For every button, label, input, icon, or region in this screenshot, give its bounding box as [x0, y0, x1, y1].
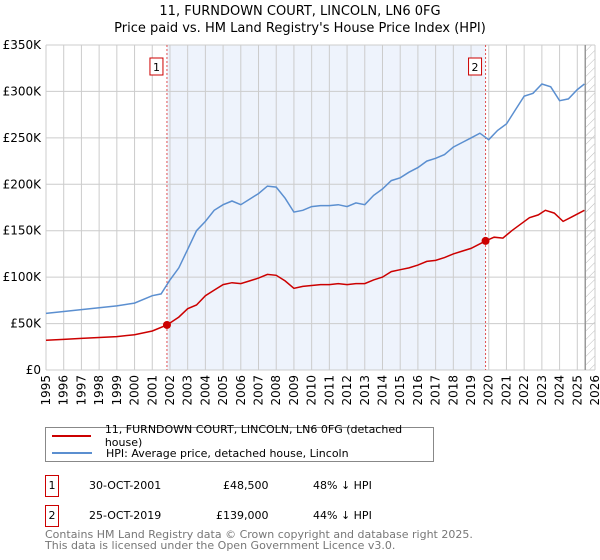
y-tick-label: £250K: [3, 131, 43, 145]
transaction-diff: 48% ↓ HPI: [313, 479, 372, 492]
marker-label: 2: [472, 61, 479, 74]
footer-line: Contains HM Land Registry data © Crown c…: [45, 528, 473, 541]
price-chart: 1995 1996 1997 1998 1999 2000 2001 2002 2003 2004…: [3, 38, 600, 406]
red-line-swatch: [52, 435, 91, 437]
transaction-date: 25-OCT-2019: [89, 509, 162, 522]
x-tick-label: 2010: [305, 375, 319, 406]
x-tick-label: 2006: [234, 375, 248, 406]
y-tick-label: £350K: [3, 38, 43, 52]
y-tick-label: £0: [26, 363, 41, 377]
x-tick-label: 2000: [128, 375, 142, 406]
x-tick-label: 2024: [553, 375, 567, 406]
shaded-ownership-period: [166, 45, 486, 370]
x-tick-label: 2021: [499, 375, 513, 406]
x-tick-label: 1999: [110, 375, 124, 406]
marker-badge: 1: [45, 475, 59, 497]
x-tick-label: 2001: [145, 375, 159, 406]
y-tick-label: £300K: [3, 84, 43, 98]
legend: 11, FURNDOWN COURT, LINCOLN, LN6 0FG (de…: [45, 423, 434, 462]
x-tick-label: 2025: [570, 375, 584, 406]
x-tick-label: 2023: [535, 375, 549, 406]
blue-line-swatch: [52, 452, 92, 454]
x-tick-label: 2003: [181, 375, 195, 406]
y-tick-label: £150K: [3, 224, 43, 238]
legend-label: 11, FURNDOWN COURT, LINCOLN, LN6 0FG (de…: [104, 423, 403, 449]
transaction-row: 1 30-OCT-2001 £48,500 48% ↓ HPI: [45, 475, 445, 497]
marker-label-box: [149, 57, 164, 76]
marker-badge: 2: [45, 505, 59, 527]
x-tick-label: 2004: [198, 375, 212, 406]
marker-label: 1: [153, 61, 160, 74]
x-tick-label: 1996: [57, 375, 71, 406]
y-tick-label: £50K: [10, 317, 42, 331]
x-tick-label: 1995: [39, 375, 53, 406]
hpi-line: [45, 83, 585, 315]
transaction-date: 30-OCT-2001: [89, 479, 162, 492]
sale-point: [481, 236, 490, 245]
property-price-line: [45, 209, 585, 342]
footer: Contains HM Land Registry data © Crown c…: [45, 529, 473, 551]
legend-item-property: 11, FURNDOWN COURT, LINCOLN, LN6 0FG (de…: [52, 423, 433, 449]
x-tick-label: 2020: [482, 375, 496, 406]
x-tick-label: 1997: [74, 375, 88, 406]
legend-item-hpi: HPI: Average price, detached house, Linc…: [52, 445, 349, 461]
x-tick-label: 2005: [216, 375, 230, 406]
x-tick-label: 2016: [411, 375, 425, 406]
x-tick-label: 1998: [92, 375, 106, 406]
y-tick-label: £100K: [3, 270, 43, 284]
x-tick-label: 2022: [517, 375, 531, 406]
x-tick-label: 2012: [340, 375, 354, 406]
x-tick-label: 2013: [358, 375, 372, 406]
transaction-diff: 44% ↓ HPI: [313, 509, 372, 522]
x-tick-label: 2019: [464, 375, 478, 406]
y-tick-label: £200K: [3, 177, 43, 191]
x-tick-label: 2002: [163, 375, 177, 406]
footer-line: This data is licensed under the Open Gov…: [45, 539, 396, 552]
transaction-row: 2 25-OCT-2019 £139,000 44% ↓ HPI: [45, 505, 445, 527]
sale-point: [162, 320, 171, 329]
chart-subtitle: Price paid vs. HM Land Registry's House …: [114, 21, 486, 36]
marker-label-box: [468, 57, 483, 76]
x-tick-label: 2018: [446, 375, 460, 406]
x-tick-label: 2007: [252, 375, 266, 406]
legend-label: HPI: Average price, detached house, Linc…: [106, 446, 349, 460]
x-tick-label: 2011: [322, 375, 336, 406]
transaction-price: £139,000: [216, 509, 269, 522]
x-tick-label: 2026: [588, 375, 600, 406]
x-tick-label: 2015: [393, 375, 407, 406]
transaction-price: £48,500: [223, 479, 269, 492]
x-tick-label: 2014: [375, 375, 389, 406]
x-tick-label: 2009: [287, 375, 301, 406]
x-tick-label: 2017: [429, 375, 443, 406]
chart-title: 11, FURNDOWN COURT, LINCOLN, LN6 0FG: [159, 4, 441, 19]
x-tick-label: 2008: [269, 375, 283, 406]
hatched-region: [585, 45, 595, 370]
